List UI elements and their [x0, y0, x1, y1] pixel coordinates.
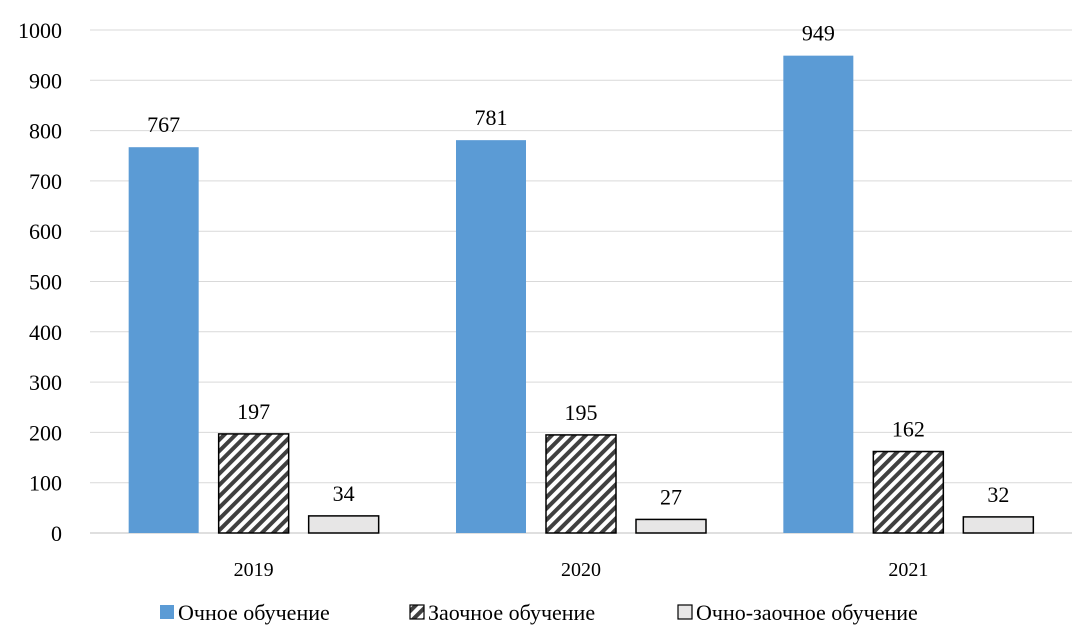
bar-zaochnoe-2020: [545, 434, 617, 534]
data-label: 197: [237, 399, 270, 424]
x-axis-category-labels: 2019 2020 2021: [234, 559, 929, 581]
data-label: 27: [660, 484, 682, 509]
data-label: 781: [475, 105, 508, 130]
y-tick-label: 500: [29, 270, 62, 295]
y-tick-label: 100: [29, 471, 62, 496]
bar-zaochnoe-2019: [217, 433, 290, 534]
y-tick-label: 1000: [18, 18, 62, 43]
legend-swatch: [677, 604, 693, 620]
bar-ochnoe-2019: [128, 147, 199, 533]
legend-swatch: [160, 605, 174, 619]
data-label: 767: [147, 112, 180, 137]
y-tick-label: 600: [29, 219, 62, 244]
y-tick-label: 800: [29, 119, 62, 144]
data-labels: 767 197 34 781 195 27 949 162 32: [147, 21, 1009, 510]
bar-zaochnoe-2021: [872, 450, 945, 534]
bar-ochno-zaochnoe-2019: [307, 515, 380, 534]
legend-swatch: [409, 604, 425, 620]
x-category-label: 2020: [561, 559, 601, 581]
bar-ochno-zaochnoe-2021: [962, 516, 1035, 534]
y-tick-label: 200: [29, 420, 62, 445]
legend-label: Очное обучение: [178, 600, 330, 625]
bar-ochnoe-2020: [456, 140, 526, 534]
data-label: 34: [333, 481, 355, 506]
y-tick-label: 900: [29, 68, 62, 93]
y-axis-tick-labels: 0 100 200 300 400 500 600 700 800 900 1000: [18, 18, 62, 546]
y-tick-label: 300: [29, 370, 62, 395]
y-tick-label: 0: [51, 521, 62, 546]
y-tick-label: 400: [29, 320, 62, 345]
bar-ochno-zaochnoe-2020: [635, 518, 707, 534]
data-label: 162: [892, 417, 925, 442]
legend-label: Заочное обучение: [428, 600, 595, 625]
x-category-label: 2019: [234, 559, 274, 581]
data-label: 195: [565, 400, 598, 425]
bar-ochnoe-2021: [783, 55, 854, 533]
x-category-label: 2021: [888, 559, 928, 581]
legend: Очное обучение Заочное обучение Очно-заочн…: [160, 600, 918, 625]
bars: [128, 55, 1035, 534]
y-tick-label: 700: [29, 169, 62, 194]
data-label: 32: [987, 482, 1009, 507]
data-label: 949: [802, 21, 835, 46]
legend-label: Очно-заочное обучение: [696, 600, 918, 625]
